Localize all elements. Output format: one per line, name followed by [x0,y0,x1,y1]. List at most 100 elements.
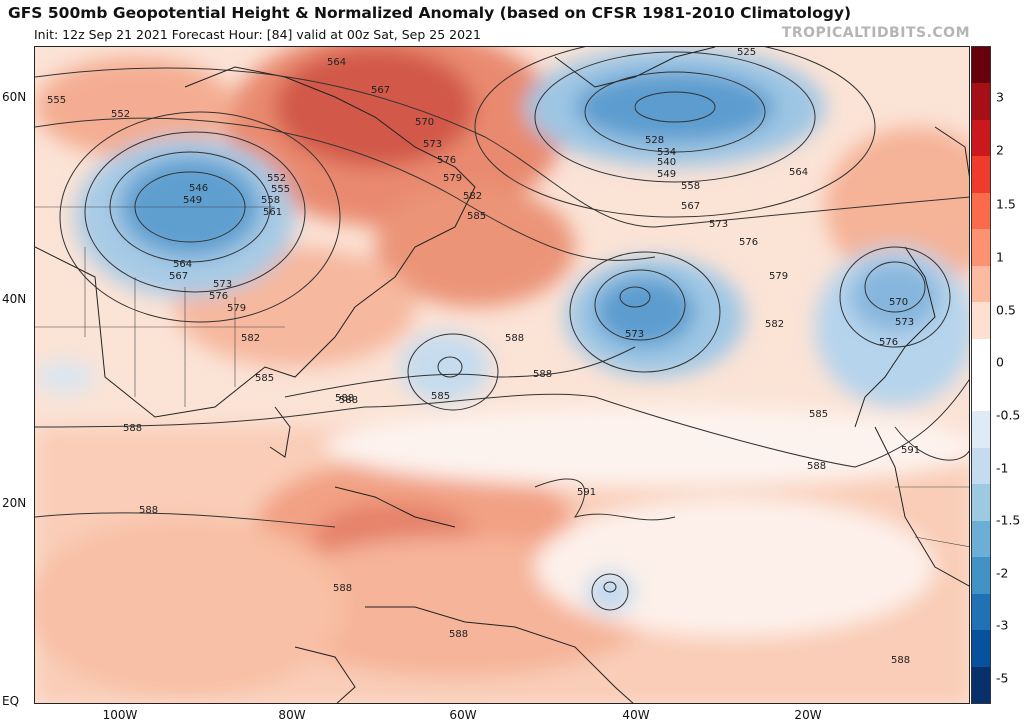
contour-label: 570 [415,117,434,128]
colorbar-segment [972,593,990,631]
colorbar-label: 2 [996,142,1004,158]
colorbar-segment [972,411,990,449]
map-subtitle: Init: 12z Sep 21 2021 Forecast Hour: [84… [34,27,481,42]
contour-label: 591 [901,445,920,456]
map-title: GFS 500mb Geopotential Height & Normaliz… [8,4,852,22]
lon-label-20w: 20W [794,708,822,722]
contour-label: 588 [533,369,552,380]
lon-label-60w: 60W [449,708,477,722]
contour-label: 582 [765,319,784,330]
contour-label: 570 [889,297,908,308]
colorbar-segment [972,156,990,194]
contour-label: 588 [339,395,358,406]
colorbar-label: -1 [996,460,1009,476]
contour-label: 582 [463,191,482,202]
contour-label: 579 [443,173,462,184]
contour-label: 573 [625,329,644,340]
lat-label-60n: 60N [2,90,27,104]
contour-label: 579 [227,303,246,314]
contour-label: 567 [169,271,188,282]
contour-label: 588 [335,393,354,404]
contour-label: 555 [271,184,290,195]
colorbar-segment [972,666,990,704]
colorbar-segment [972,229,990,267]
colorbar-segment [972,265,990,303]
colorbar-segment [972,302,990,340]
colorbar-label: -2 [996,565,1009,581]
colorbar-segment [972,630,990,668]
contour-label: 573 [709,219,728,230]
colorbar-segment [972,83,990,121]
contour-label: 576 [879,337,898,348]
contour-label: 585 [255,373,274,384]
contour-label: 588 [123,423,142,434]
contour-label: 579 [769,271,788,282]
contour-label: 546 [189,183,208,194]
contour-label: 567 [371,85,390,96]
contour-label: 564 [789,167,808,178]
lon-label-80w: 80W [278,708,306,722]
lat-label-eq: EQ [2,694,20,708]
colorbar-label: -0.5 [996,407,1021,423]
contour-label: 585 [809,409,828,420]
height-contours [35,47,969,611]
contour-label: 552 [111,109,130,120]
lat-label-20n: 20N [2,496,27,510]
contour-label: 588 [807,461,826,472]
contour-label: 588 [333,583,352,594]
colorbar-segment [972,47,990,84]
contour-label: 534 [657,147,676,158]
contour-label: 588 [891,655,910,666]
lon-label-100w: 100W [102,708,138,722]
contour-label: 588 [505,333,524,344]
contour-labels: 564 567 570 573 576 579 582 585 588 555 … [47,47,920,666]
colorbar-label: 0.5 [996,302,1016,318]
colorbar-label: 0 [996,354,1004,370]
colorbar-segment [972,375,990,412]
contour-label: 567 [681,201,700,212]
anomaly-shading [35,47,969,703]
brand-watermark: TROPICALTIDBITS.COM [781,25,970,41]
contour-label: 576 [739,237,758,248]
contour-label: 558 [681,181,700,192]
contour-label: 558 [261,195,280,206]
colorbar-segment [972,557,990,595]
map-panel: 564 567 570 573 576 579 582 585 588 555 … [34,46,970,704]
contour-label: 555 [47,95,66,106]
contour-label: 588 [449,629,468,640]
lon-label-40w: 40W [622,708,650,722]
contour-label: 528 [645,135,664,146]
lat-label-40n: 40N [2,292,27,306]
contour-label: 549 [657,169,676,180]
colorbar-segment [972,338,990,376]
contour-label: 549 [183,195,202,206]
colorbar-segment [972,520,990,558]
colorbar-label: -3 [996,617,1009,633]
contour-label: 525 [737,47,756,58]
contour-label: 573 [423,139,442,150]
colorbar-segment [972,484,990,522]
contour-label: 582 [241,333,260,344]
colorbar-segment [972,192,990,230]
colorbar-label: -1.5 [996,512,1021,528]
colorbar-label: -5 [996,670,1009,686]
contour-label: 564 [327,57,346,68]
contour-label: 585 [431,391,450,402]
colorbar-label: 1 [996,249,1004,265]
colorbar-segment [972,447,990,485]
colorbar-segment [972,119,990,157]
contour-label: 576 [437,155,456,166]
anomaly-colorbar [971,46,991,704]
contour-label: 552 [267,173,286,184]
contour-label: 573 [895,317,914,328]
contour-label: 576 [209,291,228,302]
contour-label: 561 [263,207,282,218]
colorbar-label: 3 [996,89,1004,105]
anomaly-map: 564 567 570 573 576 579 582 585 588 555 … [35,47,969,703]
colorbar-label: 1.5 [996,196,1016,212]
contour-label: 585 [467,211,486,222]
contour-label: 564 [173,259,192,270]
contour-label: 588 [139,505,158,516]
contour-label: 591 [577,487,596,498]
contour-label: 540 [657,157,676,168]
